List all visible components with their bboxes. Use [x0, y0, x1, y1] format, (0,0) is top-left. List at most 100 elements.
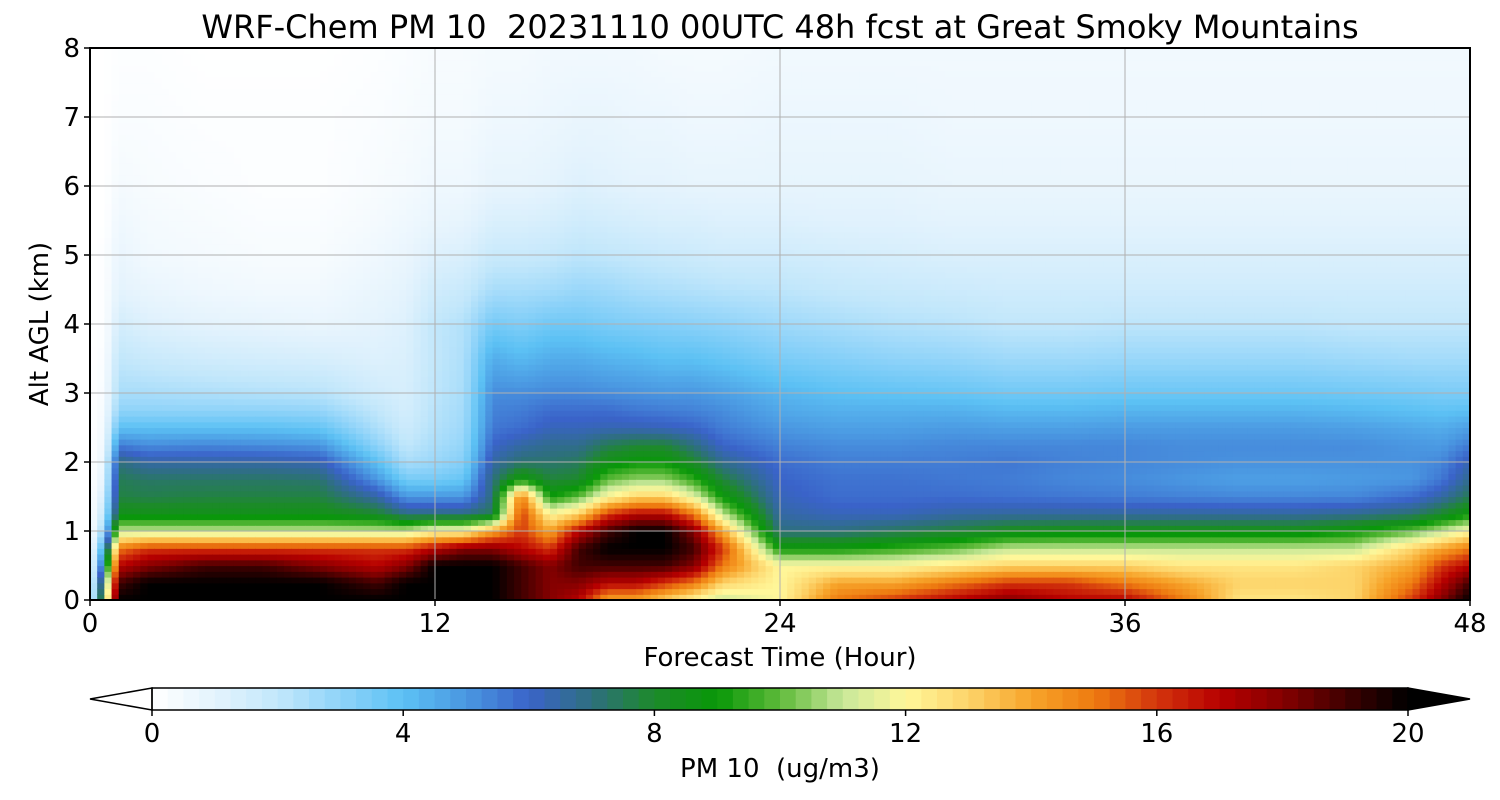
heatmap-cell	[111, 433, 120, 440]
heatmap-cell	[284, 341, 292, 348]
heatmap-cell	[413, 513, 422, 521]
heatmap-cell	[255, 588, 264, 595]
heatmap-cell	[169, 410, 177, 417]
heatmap-cell	[334, 151, 343, 158]
heatmap-cell	[226, 105, 235, 112]
heatmap-cell	[298, 157, 307, 164]
heatmap-cell	[413, 364, 422, 371]
heatmap-cell	[456, 565, 465, 572]
heatmap-cell	[154, 439, 163, 446]
heatmap-cell	[363, 490, 371, 498]
heatmap-cell	[320, 163, 328, 170]
heatmap-cell	[442, 450, 450, 457]
heatmap-cell	[442, 301, 450, 308]
heatmap-cell	[176, 295, 185, 302]
heatmap-cell	[384, 490, 393, 498]
heatmap-cell	[219, 502, 228, 509]
heatmap-cell	[276, 496, 285, 503]
heatmap-cell	[97, 232, 105, 239]
heatmap-cell	[449, 393, 458, 400]
heatmap-cell	[248, 536, 256, 544]
heatmap-cell	[240, 260, 249, 268]
heatmap-cell	[341, 295, 350, 302]
heatmap-cell	[197, 197, 206, 204]
heatmap-cell	[269, 358, 278, 365]
heatmap-cell	[169, 306, 177, 314]
heatmap-cell	[161, 249, 170, 256]
heatmap-cell	[147, 536, 156, 544]
heatmap-cell	[154, 416, 163, 423]
heatmap-cell	[442, 427, 450, 434]
heatmap-cell	[305, 375, 314, 383]
heatmap-cell	[233, 151, 242, 158]
heatmap-cell	[205, 209, 213, 216]
heatmap-cell	[384, 191, 393, 199]
heatmap-cell	[370, 94, 379, 101]
heatmap-cell	[355, 243, 364, 250]
heatmap-cell	[276, 421, 285, 429]
heatmap-cell	[355, 582, 364, 590]
heatmap-cell	[413, 381, 422, 388]
heatmap-cell	[420, 370, 429, 377]
heatmap-cell	[312, 140, 321, 147]
heatmap-cell	[118, 542, 127, 549]
heatmap-cell	[176, 105, 185, 112]
heatmap-cell	[248, 249, 256, 256]
heatmap-cell	[190, 582, 199, 590]
heatmap-cell	[176, 128, 185, 135]
heatmap-cell	[377, 105, 386, 112]
heatmap-cell	[370, 318, 379, 325]
heatmap-cell	[97, 191, 105, 199]
heatmap-cell	[334, 548, 343, 555]
heatmap-cell	[370, 48, 379, 55]
heatmap-cell	[413, 548, 422, 555]
heatmap-cell	[449, 220, 458, 227]
heatmap-cell	[90, 559, 98, 567]
heatmap-cell	[406, 513, 415, 521]
heatmap-cell	[320, 427, 328, 434]
heatmap-cell	[327, 203, 335, 210]
heatmap-cell	[363, 404, 371, 411]
heatmap-cell	[291, 191, 300, 199]
heatmap-cell	[104, 439, 113, 446]
heatmap-cell	[140, 295, 149, 302]
heatmap-cell	[456, 53, 465, 61]
heatmap-cell	[176, 421, 185, 429]
heatmap-cell	[233, 427, 242, 434]
heatmap-cell	[197, 444, 206, 452]
heatmap-cell	[320, 347, 328, 354]
heatmap-cell	[442, 94, 450, 101]
heatmap-cell	[190, 439, 199, 446]
heatmap-cell	[420, 151, 429, 158]
heatmap-cell	[377, 134, 386, 141]
heatmap-cell	[420, 180, 429, 187]
heatmap-cell	[154, 559, 163, 567]
heatmap-cell	[240, 122, 249, 130]
heatmap-cell	[240, 352, 249, 360]
heatmap-cell	[190, 364, 199, 371]
heatmap-cell	[262, 214, 271, 222]
heatmap-cell	[456, 128, 465, 135]
heatmap-cell	[140, 473, 149, 480]
heatmap-cell	[377, 186, 386, 193]
heatmap-cell	[197, 554, 206, 561]
heatmap-cell	[233, 352, 242, 360]
heatmap-cell	[399, 186, 407, 193]
heatmap-cell	[341, 128, 350, 135]
heatmap-cell	[111, 203, 120, 210]
heatmap-cell	[161, 289, 170, 296]
heatmap-cell	[118, 559, 127, 567]
heatmap-cell	[97, 226, 105, 233]
heatmap-cell	[298, 594, 307, 601]
heatmap-cell	[456, 168, 465, 176]
heatmap-cell	[226, 502, 235, 509]
heatmap-cell	[370, 393, 379, 400]
heatmap-cell	[370, 502, 379, 509]
heatmap-cell	[90, 410, 98, 417]
heatmap-cell	[233, 318, 242, 325]
heatmap-cell	[147, 427, 156, 434]
heatmap-cell	[391, 59, 400, 66]
heatmap-cell	[240, 433, 249, 440]
heatmap-cell	[212, 289, 220, 296]
heatmap-cell	[111, 99, 120, 107]
